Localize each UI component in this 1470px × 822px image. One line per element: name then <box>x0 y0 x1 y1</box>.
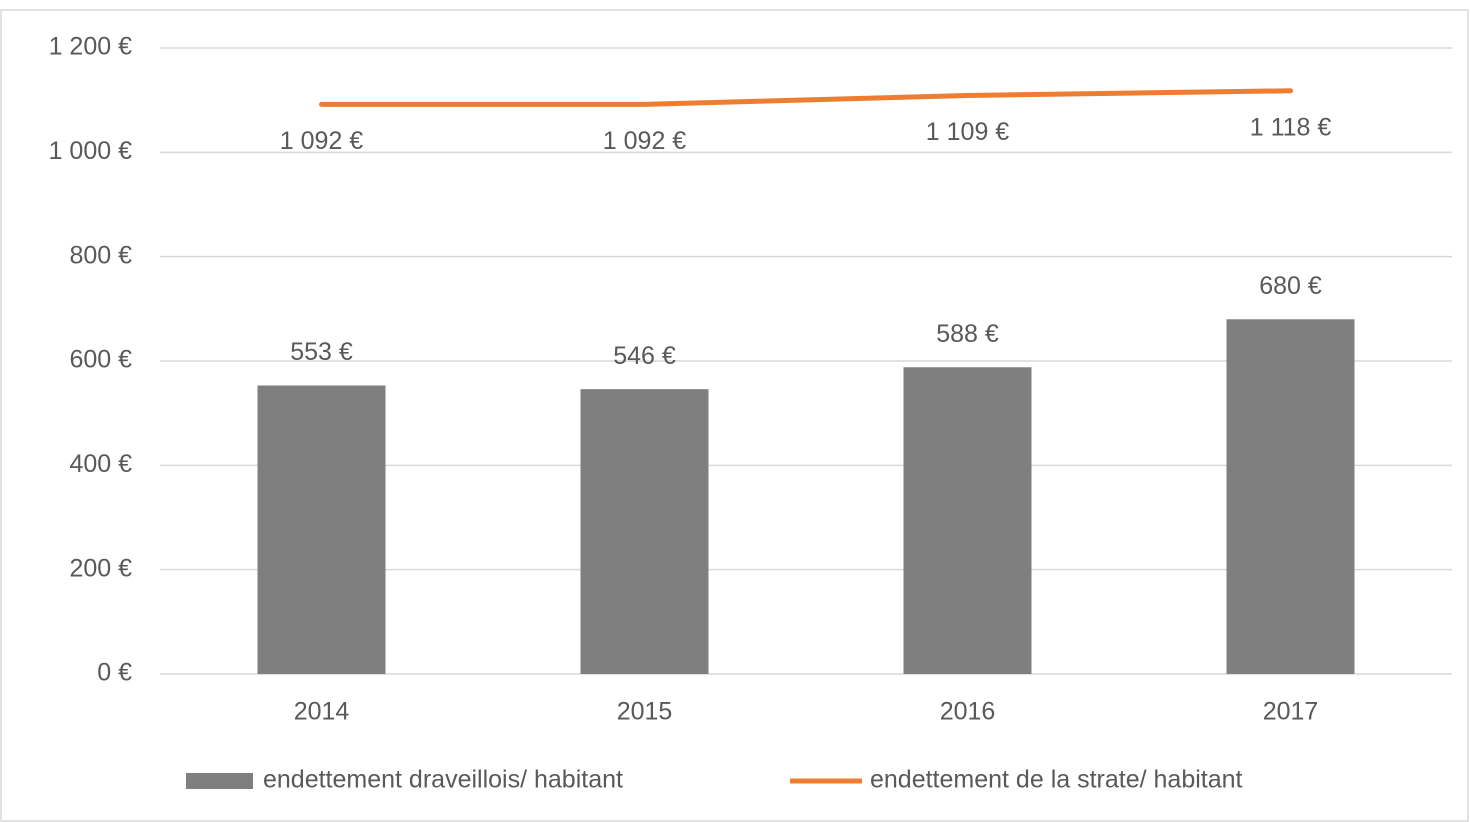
line-value-label: 1 092 € <box>603 127 687 155</box>
bar-value-label: 680 € <box>1259 272 1322 300</box>
y-tick-label: 600 € <box>69 346 132 374</box>
bar <box>1226 319 1355 674</box>
bar <box>580 389 709 674</box>
bar <box>257 385 386 674</box>
x-tick-label: 2014 <box>294 698 350 726</box>
y-tick-label: 1 200 € <box>49 33 133 61</box>
bar-value-label: 546 € <box>613 342 676 370</box>
bar-value-label: 553 € <box>290 338 353 366</box>
legend-swatch <box>186 773 253 789</box>
chart-frame <box>0 9 1469 822</box>
x-tick-label: 2015 <box>617 698 673 726</box>
y-tick-label: 400 € <box>69 450 132 478</box>
line-value-label: 1 092 € <box>280 127 364 155</box>
y-tick-label: 0 € <box>97 659 132 687</box>
bar <box>903 367 1032 674</box>
y-tick-label: 800 € <box>69 241 132 269</box>
y-tick-label: 1 000 € <box>49 137 133 165</box>
y-tick-label: 200 € <box>69 554 132 582</box>
line-value-label: 1 109 € <box>926 118 1010 146</box>
x-tick-label: 2016 <box>940 698 996 726</box>
x-tick-label: 2017 <box>1263 698 1319 726</box>
legend-label: endettement draveillois/ habitant <box>263 766 623 794</box>
line-value-label: 1 118 € <box>1250 113 1332 141</box>
bar-value-label: 588 € <box>936 320 999 348</box>
line <box>319 88 1293 107</box>
legend-label: endettement de la strate/ habitant <box>870 766 1243 794</box>
